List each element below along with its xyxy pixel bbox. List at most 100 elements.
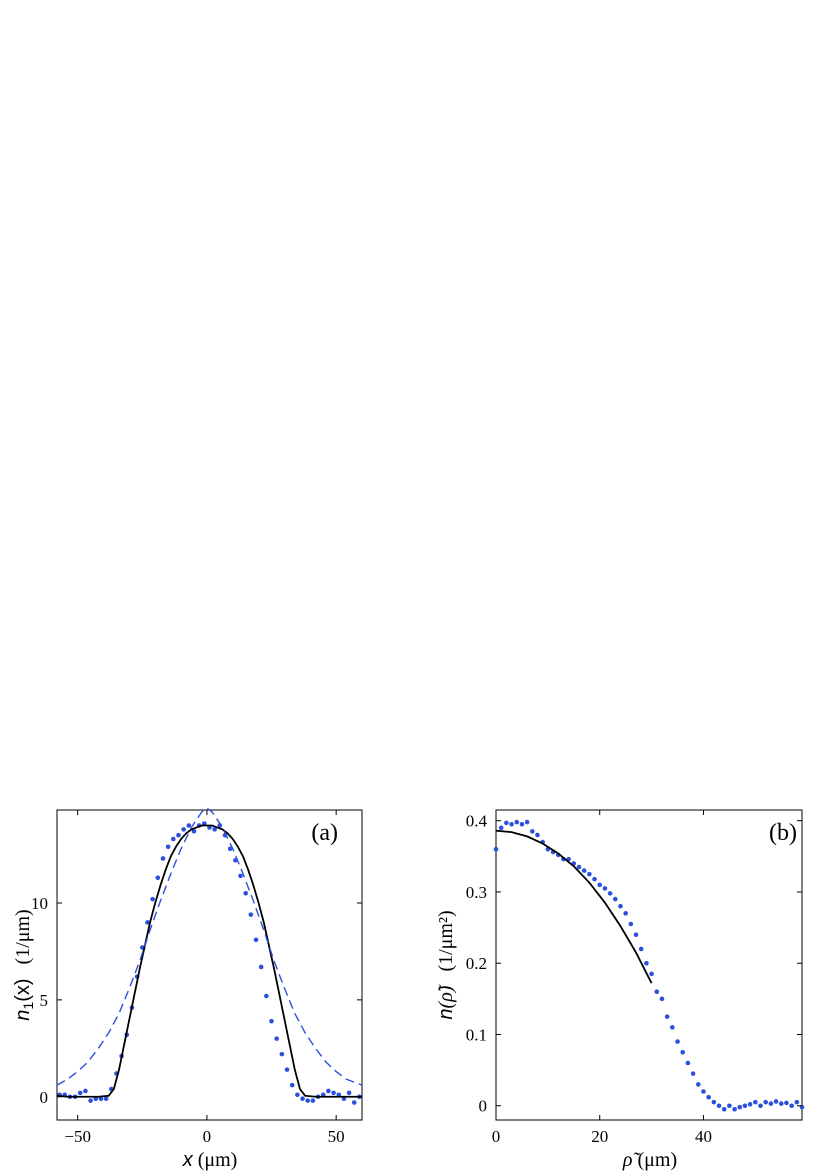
data-point (742, 1103, 748, 1109)
data-point (98, 1096, 104, 1101)
data-point (351, 1100, 357, 1105)
ticks-b: 0 20 40 0 0.1 0.2 0.3 0.4 (466, 810, 802, 1146)
data-point (763, 1099, 768, 1105)
data-point (248, 912, 254, 917)
data-point (165, 844, 171, 850)
data-point (623, 911, 628, 916)
data-point (587, 871, 592, 877)
data-point (768, 1101, 774, 1106)
data-point (171, 836, 176, 842)
data-point (607, 891, 613, 896)
data-point (88, 1098, 93, 1103)
data-point (150, 896, 155, 902)
data-point (253, 937, 259, 943)
data-point (737, 1104, 743, 1110)
data-point (509, 821, 514, 827)
data-point (784, 1100, 789, 1106)
data-point (758, 1103, 763, 1109)
data-point (227, 846, 233, 852)
x-tick-label: 50 (328, 1127, 345, 1146)
panel-label-b: (b) (769, 820, 797, 846)
y-tick-label: 0.2 (466, 954, 487, 973)
data-point (576, 864, 582, 870)
data-point (258, 964, 264, 970)
data-point (690, 1071, 696, 1076)
ticks-a: −50 0 50 0 5 10 (31, 810, 362, 1146)
x-tick-label: 20 (591, 1127, 608, 1146)
data-point (773, 1099, 779, 1104)
data-point (498, 825, 504, 831)
x-axis-unit-a: (μm) (193, 1149, 238, 1171)
x-tick-label: 0 (492, 1127, 501, 1146)
data-point (581, 868, 587, 873)
data-point (331, 1090, 336, 1096)
plot-frame-a (56, 809, 363, 1121)
y-tick-label: 0.4 (466, 812, 488, 831)
y-axis-unit-a: (1/μm) (12, 909, 34, 964)
data-point (628, 921, 634, 927)
data-point (326, 1088, 331, 1094)
data-point (504, 820, 509, 826)
data-point (602, 886, 608, 891)
data-point (493, 846, 499, 852)
x-axis-label-a: x (μm) (182, 1149, 238, 1171)
data-point (659, 996, 665, 1002)
plot-frame-b (495, 809, 803, 1121)
fit-curve (495, 829, 653, 984)
data-point (243, 891, 248, 896)
data-point (695, 1082, 701, 1087)
data-point (794, 1099, 800, 1105)
panel-a: −50 0 50 0 5 10 (a) x (μm) n1(x) (1/μm) (12, 807, 363, 1171)
data-point (727, 1103, 732, 1109)
data-point (701, 1089, 706, 1094)
data-point (269, 1018, 274, 1024)
data-point (789, 1103, 794, 1109)
y-axis-main-b: n (435, 1008, 457, 1019)
data-point (176, 832, 181, 838)
data-point (778, 1101, 784, 1106)
data-point (519, 821, 525, 827)
panel-label-a: (a) (311, 820, 338, 846)
data-point (680, 1050, 686, 1055)
y-axis-main-a: n (12, 1010, 34, 1021)
data-point (279, 1051, 285, 1057)
y-tick-label: 0 (40, 1088, 49, 1107)
data-point (191, 829, 197, 834)
plot-marks-b (493, 819, 805, 1112)
dashed-curve (56, 807, 363, 1086)
data-point (186, 823, 192, 828)
fit-curve (56, 824, 362, 1098)
data-point (264, 993, 269, 999)
x-axis-label-b: ρ̃ (μm) (622, 1149, 677, 1171)
data-point (145, 920, 150, 925)
y-axis-arg-a: (x) (12, 978, 34, 1001)
data-point (514, 819, 520, 825)
data-point (711, 1099, 717, 1105)
data-point (530, 829, 535, 834)
data-point (664, 1014, 670, 1019)
y-axis-label-b: n(ρ̃) (1/μm²) (435, 910, 457, 1019)
panel-b: 0 20 40 0 0.1 0.2 0.3 0.4 (b) ρ̃ (μm) n(ρ̃) (1/μ… (435, 809, 805, 1171)
data-point (747, 1102, 753, 1107)
data-point (721, 1107, 727, 1112)
data-point (310, 1098, 316, 1103)
data-point (155, 875, 161, 881)
data-point (753, 1099, 758, 1105)
data-point (295, 1092, 300, 1098)
data-point (181, 827, 186, 832)
data-point (654, 989, 660, 995)
y-axis-sub-a: 1 (20, 1002, 36, 1010)
data-point (633, 932, 639, 938)
y-axis-unit-b: (1/μm²) (435, 910, 457, 971)
data-point (346, 1090, 352, 1096)
data-point (300, 1096, 305, 1101)
y-tick-label: 0 (479, 1097, 488, 1116)
y-tick-label: 5 (40, 991, 49, 1010)
data-point (638, 946, 644, 952)
data-point (732, 1107, 737, 1112)
data-point (618, 903, 623, 909)
data-point (212, 827, 217, 832)
data-point (160, 856, 166, 861)
y-tick-label: 10 (31, 894, 48, 913)
